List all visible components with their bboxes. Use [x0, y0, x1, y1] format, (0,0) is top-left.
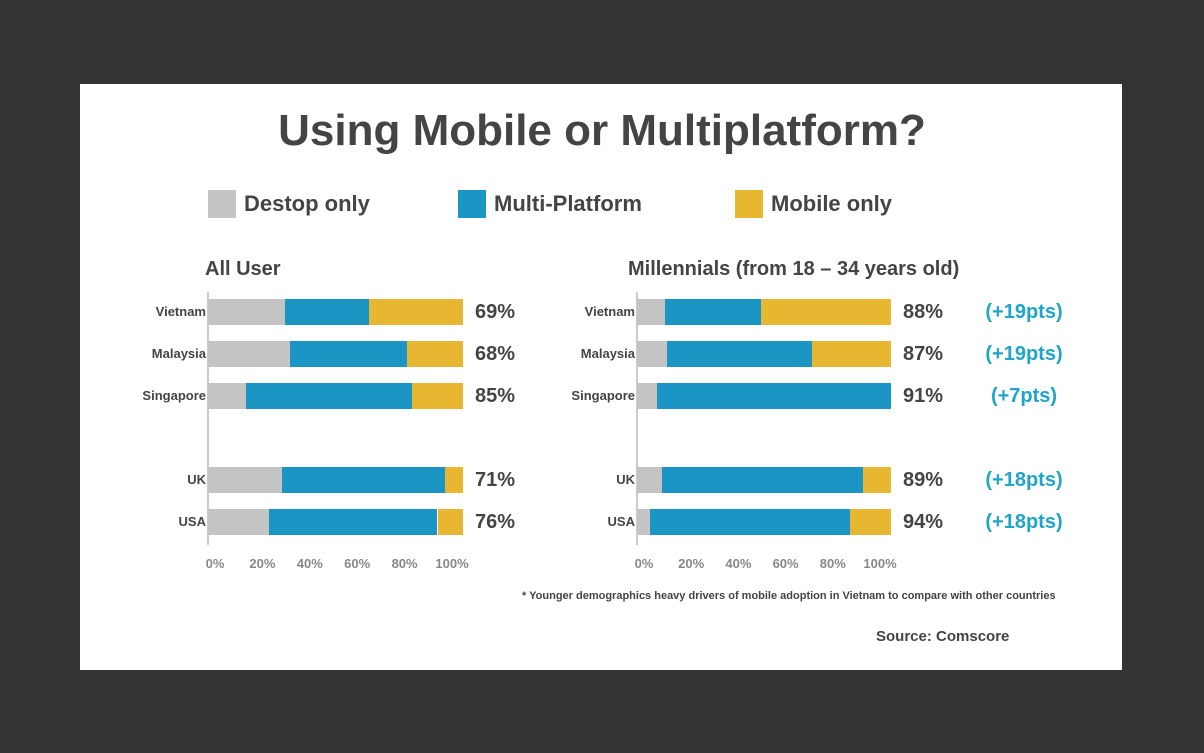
- tick-label: 40%: [725, 556, 752, 571]
- bar-segment-mobile: [437, 509, 463, 535]
- legend-label: Destop only: [244, 191, 370, 216]
- tick-label: 80%: [391, 556, 418, 571]
- delta-label: (+18pts): [985, 511, 1063, 533]
- tick-label: 60%: [344, 556, 371, 571]
- delta-label: (+19pts): [985, 301, 1063, 323]
- bar-segment-mobile: [850, 509, 891, 535]
- value-label: 91%: [903, 385, 944, 407]
- value-label: 89%: [903, 469, 944, 491]
- chart-title: Using Mobile or Multiplatform?: [278, 106, 926, 155]
- category-label: Malaysia: [151, 346, 206, 361]
- value-label: 71%: [475, 469, 516, 491]
- bar-segment-desktop: [208, 383, 247, 409]
- delta-label: (+19pts): [985, 343, 1063, 365]
- bar-segment-desktop: [637, 341, 668, 367]
- tick-label: 100%: [435, 556, 469, 571]
- chart-subtitle-all: All User: [205, 258, 281, 280]
- tick-label: 100%: [863, 556, 897, 571]
- bar-segment-desktop: [637, 467, 663, 493]
- bar-segment-desktop: [208, 467, 282, 493]
- category-label: Vietnam: [584, 304, 635, 319]
- bar-segment-multi: [664, 299, 762, 325]
- bar-segment-desktop: [637, 509, 650, 535]
- footnote: * Younger demographics heavy drivers of …: [522, 590, 1056, 602]
- category-label: UK: [616, 472, 635, 487]
- category-label: Vietnam: [155, 304, 206, 319]
- value-label: 88%: [903, 301, 944, 323]
- bar-segment-desktop: [208, 341, 290, 367]
- tick-label: 60%: [772, 556, 799, 571]
- category-label: Singapore: [571, 388, 635, 403]
- bar-segment-multi: [667, 341, 813, 367]
- category-label: Singapore: [142, 388, 206, 403]
- legend-label: Mobile only: [771, 191, 892, 216]
- tick-label: 20%: [249, 556, 276, 571]
- bar-segment-multi: [246, 383, 412, 409]
- value-label: 68%: [475, 343, 516, 365]
- bar-segment-desktop: [208, 299, 285, 325]
- value-label: 94%: [903, 511, 944, 533]
- legend-swatch-desktop: [208, 190, 236, 218]
- category-label: Malaysia: [580, 346, 635, 361]
- slide-card: [80, 84, 1122, 670]
- bar-segment-desktop: [208, 509, 270, 535]
- legend-desktop: Destop only: [208, 190, 370, 218]
- bar-segment-multi: [281, 467, 446, 493]
- legend-label: Multi-Platform: [494, 191, 642, 216]
- bar-segment-multi: [289, 341, 407, 367]
- bar-segment-multi: [662, 467, 864, 493]
- bar-segment-mobile: [761, 299, 891, 325]
- bar-segment-mobile: [812, 341, 891, 367]
- category-label: UK: [187, 472, 206, 487]
- tick-label: 0%: [205, 556, 225, 571]
- axis-line: [636, 292, 638, 545]
- bar-segment-mobile: [863, 467, 891, 493]
- source: Source: Comscore: [876, 628, 1010, 645]
- bar-segment-multi: [649, 509, 851, 535]
- bar-segment-desktop: [637, 383, 658, 409]
- bar-segment-multi: [284, 299, 369, 325]
- legend-multi: Multi-Platform: [458, 190, 642, 218]
- value-label: 85%: [475, 385, 516, 407]
- bar-segment-mobile: [445, 467, 463, 493]
- category-label: USA: [178, 514, 206, 529]
- tick-label: 20%: [678, 556, 705, 571]
- legend-mobile: Mobile only: [735, 190, 892, 218]
- category-label: USA: [607, 514, 635, 529]
- tick-label: 40%: [296, 556, 323, 571]
- bar-segment-mobile: [412, 383, 463, 409]
- value-label: 87%: [903, 343, 944, 365]
- axis-line: [207, 292, 209, 545]
- delta-label: (+7pts): [990, 385, 1058, 407]
- bar-segment-desktop: [637, 299, 665, 325]
- bar-segment-mobile: [368, 299, 463, 325]
- bar-segment-mobile: [406, 341, 463, 367]
- tick-label: 80%: [819, 556, 846, 571]
- value-label: 76%: [475, 511, 516, 533]
- bar-segment-multi: [657, 383, 891, 409]
- delta-label: (+18pts): [985, 469, 1063, 491]
- legend-swatch-multi: [458, 190, 486, 218]
- value-label: 69%: [475, 301, 516, 323]
- legend-swatch-mobile: [735, 190, 763, 218]
- tick-label: 0%: [634, 556, 654, 571]
- chart-subtitle-millennials: Millennials (from 18 – 34 years old): [628, 258, 960, 280]
- bar-segment-multi: [269, 509, 438, 535]
